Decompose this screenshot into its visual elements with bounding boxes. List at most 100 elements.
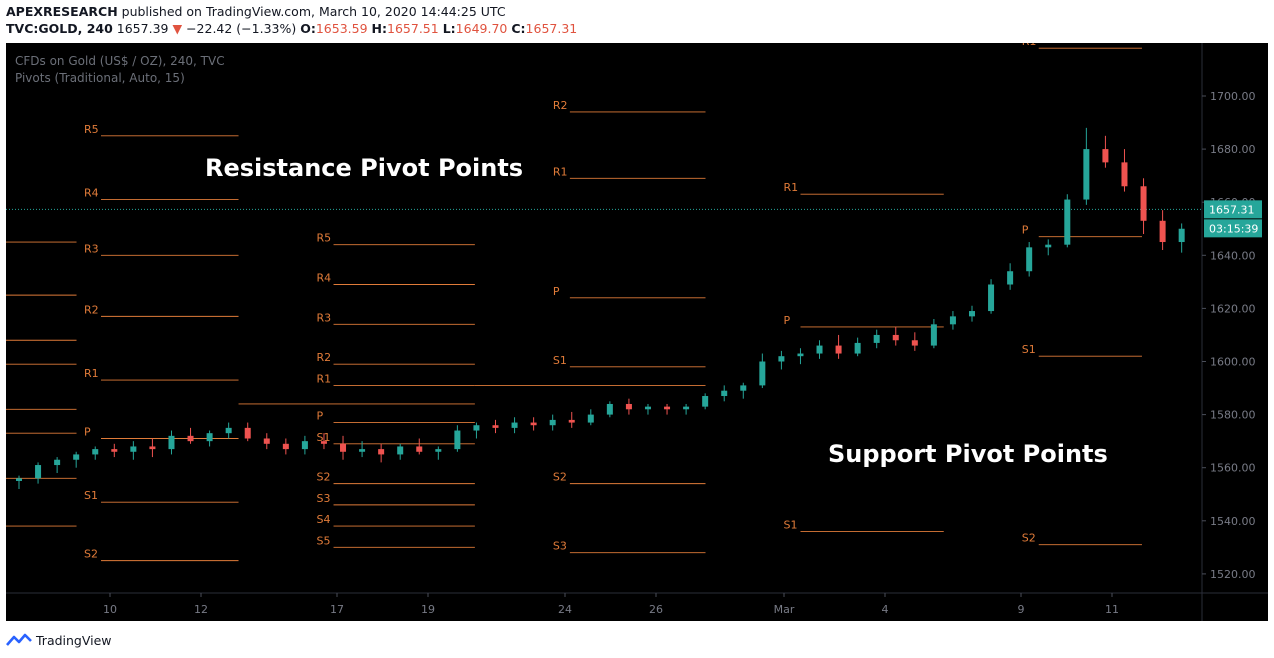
pivot-label-r1: R1 [1022, 43, 1037, 48]
candle-body [664, 406, 671, 410]
pivot-label-r5: R5 [84, 123, 99, 136]
candle-body [721, 390, 728, 397]
footer: TradingView [6, 630, 112, 650]
last-price: 1657.39 [116, 21, 169, 36]
chart-header: APEXRESEARCH published on TradingView.co… [6, 3, 577, 37]
low-label: L: [442, 21, 456, 36]
candle-body [168, 435, 175, 450]
candle-body [988, 284, 995, 312]
pivot-label-s3: S3 [317, 492, 331, 505]
pivot-label-r1: R1 [553, 165, 568, 178]
indicator-label: Pivots (Traditional, Auto, 15) [15, 71, 185, 85]
x-tick-label: 12 [194, 603, 208, 616]
y-tick-label: 1540.00 [1210, 515, 1256, 528]
candle-body [969, 311, 975, 317]
x-tick-label: 17 [330, 603, 344, 616]
pivot-label-r1: R1 [84, 367, 99, 380]
candle-body [835, 345, 842, 354]
y-tick-label: 1600.00 [1210, 356, 1256, 369]
candle-body [644, 406, 651, 410]
pivot-label-s2: S2 [553, 471, 567, 484]
candle-body [130, 446, 137, 452]
candle-body [263, 438, 270, 444]
candle-body [1102, 149, 1109, 163]
pivot-label-s5: S5 [317, 534, 331, 547]
candle-body [568, 419, 575, 423]
y-tick-label: 1680.00 [1210, 143, 1256, 156]
pivot-label-r3: R3 [317, 311, 332, 324]
candle-body [301, 441, 308, 450]
candle-body [1045, 244, 1052, 248]
pivot-label-r1: R1 [317, 372, 332, 385]
pivot-label-r5: R5 [317, 232, 332, 245]
candle-body [949, 316, 956, 325]
countdown-tag [1204, 219, 1262, 238]
footer-brand[interactable]: TradingView [36, 632, 112, 648]
candle-body [778, 356, 785, 362]
tradingview-logo-icon[interactable] [6, 633, 32, 647]
close-label: C: [511, 21, 526, 36]
publish-info: published on TradingView.com, March 10, … [121, 4, 506, 19]
low-value: 1649.70 [455, 21, 508, 36]
candle-body [606, 403, 613, 415]
high-label: H: [371, 21, 388, 36]
candle-body [454, 430, 461, 450]
candle-body [378, 449, 385, 455]
pivot-label-r3: R3 [84, 242, 99, 255]
y-tick-label: 1640.00 [1210, 249, 1256, 262]
candle-body [73, 454, 80, 460]
candle-body [359, 449, 366, 452]
y-tick-label: 1580.00 [1210, 409, 1256, 422]
candle-body [911, 340, 918, 346]
candle-body [54, 459, 61, 466]
publisher-name[interactable]: APEXRESEARCH [6, 4, 118, 19]
price-chart[interactable]: CFDs on Gold (US$ / OZ), 240, TVC Pivots … [6, 43, 1268, 621]
candle-body [16, 478, 22, 481]
pivot-label-s2: S2 [1022, 532, 1036, 545]
close-value: 1657.31 [525, 21, 578, 36]
instrument-title: CFDs on Gold (US$ / OZ), 240, TVC [15, 54, 225, 68]
x-tick-label: 9 [1018, 603, 1025, 616]
pivot-label-r2: R2 [553, 99, 568, 112]
candle-body [587, 414, 594, 423]
candle-body [244, 427, 251, 439]
pivot-label-p: P [784, 314, 791, 327]
x-tick-label: Mar [774, 603, 795, 616]
x-tick-label: 26 [649, 603, 663, 616]
candle-body [187, 435, 194, 442]
y-tick-label: 1560.00 [1210, 462, 1256, 475]
x-tick-label: 4 [882, 603, 889, 616]
pivot-label-r1: R1 [784, 181, 799, 194]
candle-body [473, 425, 480, 431]
candle-body [549, 419, 556, 426]
resistance-annotation: Resistance Pivot Points [205, 154, 523, 182]
candle-body [797, 353, 804, 357]
candle-body [416, 446, 423, 452]
y-tick-label: 1520.00 [1210, 568, 1256, 581]
chart-area[interactable]: CFDs on Gold (US$ / OZ), 240, TVC Pivots … [6, 43, 1268, 621]
pivot-label-r4: R4 [317, 272, 332, 285]
candle-body [435, 449, 442, 452]
candle-body [1064, 199, 1071, 245]
candle-body [282, 443, 289, 450]
candle-body [702, 396, 709, 407]
y-tick-label: 1700.00 [1210, 90, 1256, 103]
candle-body [1026, 247, 1033, 272]
candle-body [397, 446, 404, 455]
candle-body [873, 334, 880, 343]
x-tick-label: 11 [1105, 603, 1119, 616]
candle-body [740, 385, 747, 391]
current-price-tag [1204, 200, 1262, 219]
candle-body [854, 342, 861, 354]
price-change: −22.42 (−1.33%) [186, 21, 297, 36]
candle-body [816, 345, 823, 354]
candle-body [492, 425, 499, 428]
candle-body [1178, 228, 1185, 243]
candle-body [206, 433, 213, 442]
candle-body [111, 449, 118, 452]
x-tick-label: 10 [103, 603, 117, 616]
pivot-label-s3: S3 [553, 540, 567, 553]
candle-body [149, 446, 156, 450]
candle-body [35, 465, 42, 479]
candle-body [1159, 220, 1166, 243]
